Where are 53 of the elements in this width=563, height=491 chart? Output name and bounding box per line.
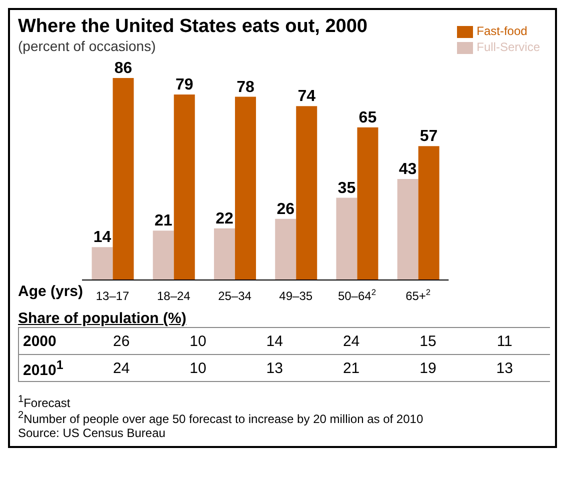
text: 24	[342, 332, 361, 350]
x-axis-title: Age (yrs)	[18, 283, 84, 300]
data-label: 79	[175, 76, 194, 94]
bar	[418, 146, 440, 280]
text: 13	[265, 360, 284, 376]
text: $^{2}$Number of people over age 50 forecast to increase by 20 million as of 2010	[18, 410, 424, 426]
legend-label: Full-Service	[476, 40, 540, 54]
bar	[214, 228, 235, 280]
legend-label: Fast-food	[476, 24, 528, 38]
text: 14	[265, 332, 284, 350]
text: 10	[188, 332, 208, 350]
data-label: 57	[420, 128, 438, 146]
x-tick-label: 13–17	[96, 289, 130, 303]
bar	[296, 106, 318, 280]
bar	[336, 198, 358, 280]
text: $^{1}$Forecast	[18, 394, 72, 410]
text: 26	[112, 332, 131, 350]
bar	[234, 96, 256, 280]
bar	[92, 247, 113, 280]
bar	[152, 230, 174, 280]
chart-title: Where the United States eats out, 2000	[18, 16, 368, 37]
text: Share of population (%)	[18, 310, 188, 327]
x-tick-label: 65+$^{2}$	[406, 287, 431, 303]
data-label: 14	[93, 229, 112, 246]
text: 13	[495, 360, 514, 376]
text: 11	[496, 332, 514, 350]
bar	[357, 127, 378, 280]
x-tick-label: 25–34	[218, 289, 252, 303]
data-label: 65	[358, 109, 377, 126]
bar	[112, 78, 134, 280]
data-label: 86	[114, 60, 132, 77]
bar	[397, 179, 418, 280]
text: 19	[418, 360, 438, 376]
data-label: 22	[216, 210, 234, 228]
data-label: 43	[398, 161, 417, 178]
source-note: Source: US Census Bureau	[18, 426, 166, 440]
text: 10	[188, 360, 208, 376]
x-tick-label: 18–24	[156, 289, 191, 303]
x-tick-label: 50–64$^{2}$	[338, 287, 376, 303]
data-label: 78	[236, 78, 254, 96]
text: 24	[112, 360, 131, 376]
data-label: 74	[298, 88, 316, 106]
text: 21	[342, 360, 361, 376]
data-label: 35	[338, 180, 356, 197]
x-tick-label: 49–35	[279, 289, 313, 303]
data-label: 26	[276, 200, 295, 218]
bar	[174, 94, 195, 280]
text: 2010$^{1}$	[22, 358, 64, 378]
text: 2000	[22, 332, 58, 350]
text: 15	[418, 332, 438, 350]
data-label: 21	[154, 212, 172, 230]
bar	[275, 218, 296, 280]
chart-subtitle: (percent of occasions)	[18, 38, 156, 54]
